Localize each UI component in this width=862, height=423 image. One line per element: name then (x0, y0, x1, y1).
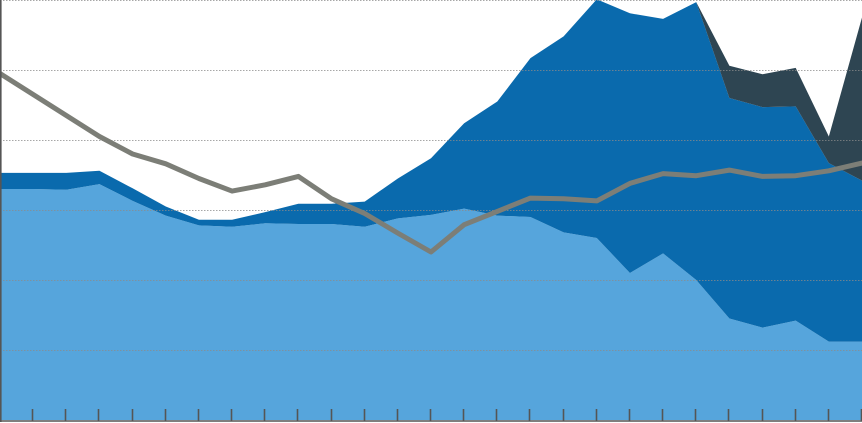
line-series-1 (0, 71, 862, 255)
area-series-2 (0, 0, 862, 342)
line-series (0, 71, 862, 255)
gridlines (0, 0, 862, 351)
area-series-1 (0, 184, 862, 420)
